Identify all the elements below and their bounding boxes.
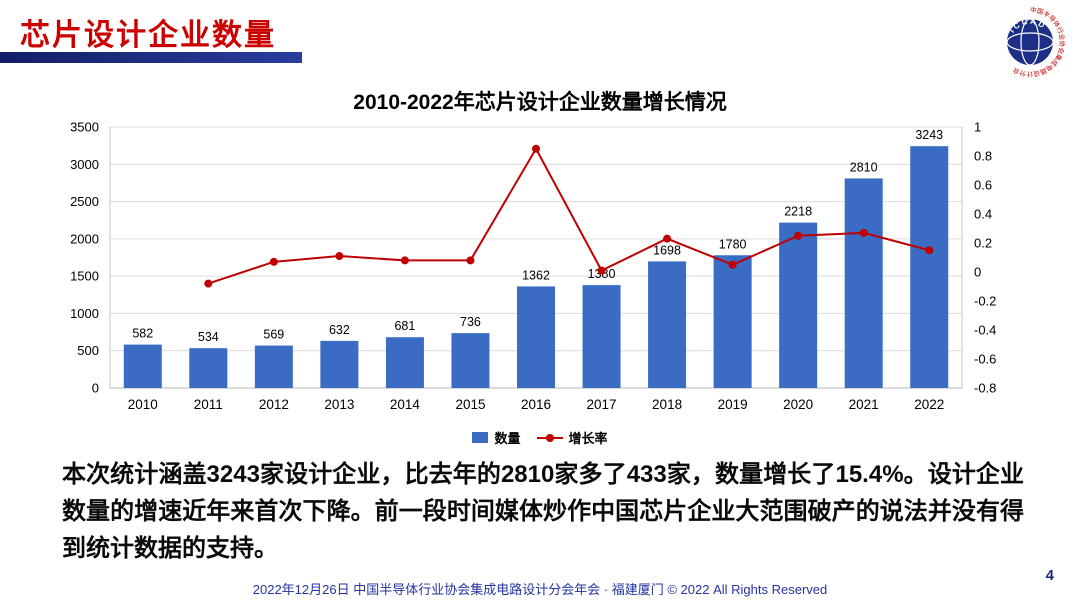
logo-globe-band xyxy=(1006,32,1054,52)
growth-rate-marker xyxy=(400,256,409,265)
footer-text: 2022年12月26日 中国半导体行业协会集成电路设计分会年会 · 福建厦门 ©… xyxy=(252,582,828,597)
bar-value-label: 569 xyxy=(263,328,284,342)
x-axis-label: 2010 xyxy=(128,397,158,412)
growth-rate-marker xyxy=(925,246,934,255)
legend-label-quantity: 数量 xyxy=(494,431,521,446)
bar-value-label: 681 xyxy=(394,319,415,333)
bar-2022 xyxy=(910,146,949,388)
legend-label-growth: 增长率 xyxy=(568,431,608,446)
line-swatch-dot xyxy=(545,434,554,442)
right-axis-tick: -0.6 xyxy=(974,352,996,367)
growth-rate-marker xyxy=(532,144,540,153)
left-axis-tick: 2500 xyxy=(70,194,99,209)
growth-rate-line xyxy=(207,146,930,285)
left-axis-tick: 1500 xyxy=(70,269,99,284)
x-axis-label: 2015 xyxy=(455,397,485,412)
bar-value-label: 3243 xyxy=(915,128,943,142)
bar-value-label: 632 xyxy=(329,323,350,337)
x-axis-label: 2016 xyxy=(521,397,551,412)
right-axis-tick: 1 xyxy=(974,120,981,135)
bar-value-label: 2810 xyxy=(850,160,878,174)
growth-rate-marker xyxy=(728,260,737,269)
bar-2020 xyxy=(779,222,818,388)
summary-paragraph: 本次统计涵盖3243家设计企业，比去年的2810家多了433家，数量增长了15.… xyxy=(62,461,1024,562)
right-axis-tick: -0.8 xyxy=(974,381,996,396)
right-axis-tick: -0.4 xyxy=(974,323,996,338)
right-axis-tick: 0 xyxy=(974,265,981,280)
growth-rate-marker xyxy=(204,279,213,288)
iccad-logo: 中国半导体行业协会集成电路设计分会 ICCAD xyxy=(994,5,1067,79)
growth-rate-marker xyxy=(466,256,475,265)
chart-title: 2010-2022年芯片设计企业数量增长情况 xyxy=(353,91,727,114)
bar-2011 xyxy=(189,348,228,388)
x-axis-label: 2020 xyxy=(783,397,813,412)
bar-2013 xyxy=(320,340,359,388)
right-axis-tick: 0.6 xyxy=(974,178,992,193)
legend-item-line: 增长率 xyxy=(536,428,608,447)
x-axis-label: 2017 xyxy=(587,397,617,412)
left-axis-tick: 1000 xyxy=(70,306,99,321)
bar-2016 xyxy=(517,286,555,388)
right-axis-tick: 0.8 xyxy=(974,149,992,164)
bar-2012 xyxy=(254,345,293,388)
bar-2017 xyxy=(582,285,621,388)
growth-rate-marker xyxy=(794,231,803,240)
x-axis-label: 2022 xyxy=(914,397,944,412)
bar-2019 xyxy=(713,255,752,388)
x-axis-label: 2014 xyxy=(390,397,421,412)
line-series-swatch xyxy=(536,432,563,443)
bar-2014 xyxy=(385,337,424,388)
left-axis-tick: 2000 xyxy=(70,231,99,246)
chart: 0 500 1000 1500 2000 2500 3000 3500 -0.8 -0.6 -0.4… xyxy=(70,120,996,413)
growth-rate-marker xyxy=(859,228,868,237)
logo-globe-meridian xyxy=(1020,18,1040,66)
growth-rate-marker xyxy=(269,257,278,266)
right-axis-tick: -0.2 xyxy=(974,294,996,309)
bar-2010 xyxy=(123,344,162,388)
logo-globe xyxy=(1007,19,1053,65)
left-axis-tick: 3000 xyxy=(70,157,99,172)
right-axis-tick: 0.4 xyxy=(974,207,992,222)
legend-item-bars: 数量 xyxy=(472,428,521,447)
bar-value-label: 1698 xyxy=(653,243,681,257)
growth-rate-marker xyxy=(663,234,672,243)
x-axis-label: 2021 xyxy=(849,397,879,412)
bar-series-swatch xyxy=(472,432,489,443)
page-number: 4 xyxy=(1045,567,1054,584)
bar-2021 xyxy=(844,178,883,388)
x-axis-label: 2018 xyxy=(652,397,682,412)
left-axis-tick: 3500 xyxy=(70,120,99,135)
growth-rate-marker xyxy=(597,266,606,275)
bar-value-label: 1362 xyxy=(522,268,550,282)
bar-value-label: 534 xyxy=(198,330,219,344)
x-axis-label: 2011 xyxy=(194,397,223,412)
bar-2018 xyxy=(648,261,687,388)
right-axis-tick: 0.2 xyxy=(974,236,992,251)
x-axis-label: 2012 xyxy=(259,397,289,412)
x-axis-label: 2019 xyxy=(718,397,748,412)
growth-rate-marker xyxy=(335,252,344,261)
chart-legend: 数量 增长率 xyxy=(0,428,1080,447)
page-title: 芯片设计企业数量 xyxy=(20,19,276,52)
bar-value-label: 736 xyxy=(460,315,481,329)
bar-value-label: 1780 xyxy=(719,237,747,251)
x-axis-label: 2013 xyxy=(324,397,354,412)
bar-value-label: 582 xyxy=(132,327,153,341)
left-axis-tick: 0 xyxy=(92,381,99,396)
bar-2015 xyxy=(451,333,490,388)
left-axis-tick: 500 xyxy=(77,343,99,358)
title-underline-bar xyxy=(0,52,302,63)
bar-value-label: 2218 xyxy=(784,205,812,219)
